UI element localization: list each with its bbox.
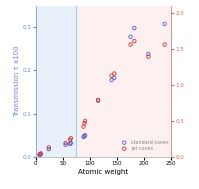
jet cones <box>69 137 73 140</box>
standard cones <box>84 134 87 137</box>
standard cones <box>129 35 132 38</box>
standard cones <box>39 153 42 156</box>
standard cones <box>97 99 100 102</box>
jet cones <box>97 98 100 101</box>
standard cones <box>163 22 166 25</box>
standard cones <box>47 148 50 151</box>
jet cones <box>84 119 87 122</box>
standard cones <box>82 136 85 139</box>
Bar <box>36 6 76 157</box>
jet cones <box>64 142 67 145</box>
jet cones <box>163 43 166 46</box>
standard cones <box>83 135 86 138</box>
jet cones <box>38 153 41 156</box>
X-axis label: Atomic weight: Atomic weight <box>78 169 129 175</box>
jet cones <box>147 55 150 58</box>
Y-axis label: Transmission τ x100: Transmission τ x100 <box>14 46 20 117</box>
standard cones <box>68 142 71 145</box>
standard cones <box>147 53 150 56</box>
Bar <box>76 6 171 157</box>
Legend: standard cones, jet cones: standard cones, jet cones <box>119 139 169 151</box>
jet cones <box>133 40 136 43</box>
standard cones <box>64 143 67 146</box>
standard cones <box>133 27 136 30</box>
standard cones <box>38 154 41 157</box>
jet cones <box>68 138 71 141</box>
standard cones <box>69 142 73 145</box>
standard cones <box>110 78 113 81</box>
standard cones <box>113 76 116 79</box>
jet cones <box>110 74 113 77</box>
jet cones <box>113 72 116 75</box>
jet cones <box>129 43 132 46</box>
jet cones <box>83 122 86 125</box>
jet cones <box>47 146 50 149</box>
jet cones <box>39 152 42 155</box>
jet cones <box>82 125 85 128</box>
